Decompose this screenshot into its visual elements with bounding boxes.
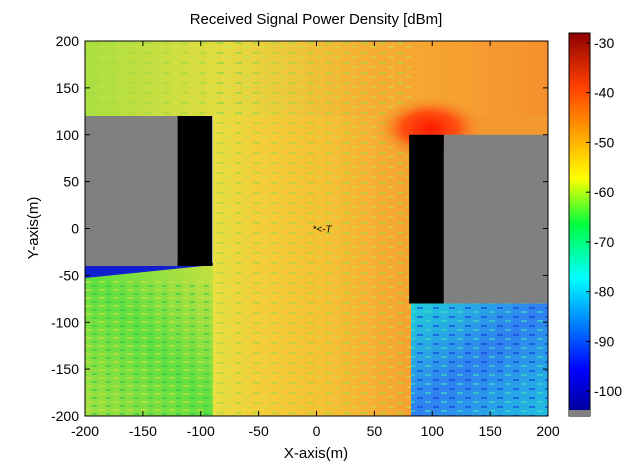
y-axis-ticks: -200 -150 -100 -50 0 50 100 150 200 <box>51 33 548 424</box>
colorbar-ticks: -30 -40 -50 -60 -70 -80 -90 -100 <box>586 35 622 399</box>
x-tick-label: -200 <box>71 423 99 439</box>
colorbar-tick-label: -100 <box>594 383 622 399</box>
x-tick-label: 150 <box>478 423 502 439</box>
x-axis-ticks: -200 -150 -100 -50 0 50 100 150 200 <box>71 41 560 439</box>
x-tick-label: -100 <box>187 423 215 439</box>
colorbar-tick-label: -30 <box>594 35 614 51</box>
y-tick-label: -50 <box>59 267 79 283</box>
y-tick-label: -200 <box>51 408 79 424</box>
colorbar-tick-label: -60 <box>594 184 614 200</box>
no-data-region <box>85 116 178 266</box>
speckle-top <box>85 41 255 116</box>
colorbar-tick-label: -80 <box>594 284 614 300</box>
x-axis-label: X-axis(m) <box>284 445 348 462</box>
y-tick-label: -150 <box>51 361 79 377</box>
speckle-bottom-right <box>411 303 548 416</box>
transmitter-label: *<-T <box>313 225 333 236</box>
x-tick-label: -50 <box>249 423 269 439</box>
x-tick-label: 0 <box>313 423 321 439</box>
colorbar-tick-label: -70 <box>594 234 614 250</box>
x-tick-label: 50 <box>367 423 383 439</box>
building <box>177 116 213 266</box>
x-tick-label: -150 <box>129 423 157 439</box>
chart-title: Received Signal Power Density [dBm] <box>190 11 443 28</box>
y-tick-label: 200 <box>56 33 80 49</box>
y-tick-label: -100 <box>51 314 79 330</box>
building <box>409 134 444 304</box>
y-tick-label: 50 <box>63 174 79 190</box>
x-tick-label: 100 <box>421 423 445 439</box>
colorbar-gray-end <box>569 410 590 416</box>
y-tick-label: 100 <box>56 127 80 143</box>
y-tick-label: 150 <box>56 80 80 96</box>
colorbar-tick-label: -50 <box>594 134 614 150</box>
no-data-region <box>443 134 548 304</box>
colorbar-tick-label: -40 <box>594 85 614 101</box>
colorbar-tick-label: -90 <box>594 333 614 349</box>
x-tick-label: 200 <box>536 423 560 439</box>
speckle-bottom-left <box>85 280 213 416</box>
colorbar <box>568 32 591 417</box>
y-axis-label: Y-axis(m) <box>25 197 42 260</box>
obstacles <box>85 116 548 304</box>
y-tick-label: 0 <box>71 221 79 237</box>
